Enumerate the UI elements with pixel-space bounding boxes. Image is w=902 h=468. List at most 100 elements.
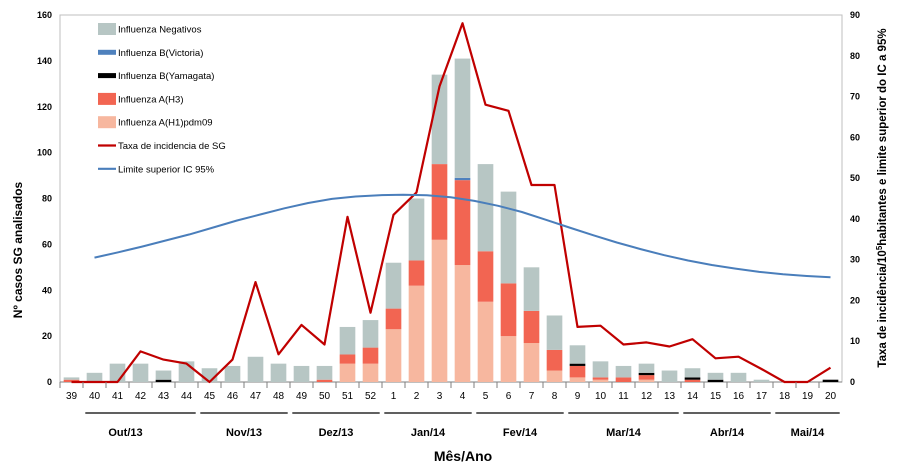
x-tick-label: 16 [733, 391, 745, 402]
bar-segment [753, 379, 770, 382]
month-label: Fev/14 [503, 427, 538, 439]
x-tick-label: 20 [825, 391, 837, 402]
x-tick-label: 7 [529, 391, 535, 402]
x-tick-label: 6 [506, 391, 512, 402]
bar-segment [132, 363, 149, 382]
x-tick-label: 43 [158, 391, 170, 402]
bar-segment [155, 370, 172, 380]
y-right-tick-label: 10 [850, 336, 860, 346]
bar-segment [477, 164, 494, 252]
x-tick-label: 44 [181, 391, 193, 402]
y-axis-right-title-part1: Taxa de incidência/10 [877, 250, 889, 367]
bar-segment [293, 365, 310, 382]
bar-segment [546, 349, 563, 371]
y-right-tick-label: 90 [850, 10, 860, 20]
bar-segment [638, 372, 655, 376]
bar-segment [523, 310, 540, 344]
bar-segment [615, 377, 632, 382]
months-layer: Out/13 Nov/13 Dez/13 Jan/14 Fev/14 Mar/14 Abr/… [85, 412, 840, 439]
bar-segment [546, 315, 563, 350]
y-right-tick-label: 50 [850, 173, 860, 183]
bar-segment [638, 379, 655, 382]
bar-segment [362, 347, 379, 364]
y-left-tick-label: 100 [37, 148, 52, 158]
bar-segment [224, 365, 241, 382]
x-tick-label: 14 [687, 391, 699, 402]
axes-layer [59, 14, 843, 383]
bar-segment [592, 379, 609, 382]
bar-segment [477, 301, 494, 382]
month-label: Mar/14 [606, 427, 642, 439]
lines-layer [71, 22, 832, 384]
y-left-tick-label: 120 [37, 102, 52, 112]
y-right-tick-label: 70 [850, 92, 860, 102]
bar-segment [63, 379, 80, 382]
ticks-layer: 0204060801001201401600102030405060708090… [37, 10, 860, 402]
bar-segment [569, 363, 586, 366]
bar-segment [385, 329, 402, 382]
bar-segment [316, 365, 333, 380]
bar-segment [385, 262, 402, 309]
y-axis-left-title: Nº casos SG analisados [11, 181, 25, 318]
legend-label: Taxa de incidencia de SG [118, 141, 226, 152]
legend-label: Influenza A(H1)pdm09 [118, 118, 213, 129]
bar-segment [63, 377, 80, 380]
legend-swatch [98, 92, 116, 105]
x-tick-label: 5 [483, 391, 489, 402]
legend: Influenza Negativos Influenza B(Victoria)… [98, 23, 226, 175]
y-left-tick-label: 0 [47, 377, 52, 387]
x-tick-label: 3 [437, 391, 443, 402]
y-right-tick-label: 60 [850, 132, 860, 142]
y-right-tick-label: 80 [850, 51, 860, 61]
x-tick-label: 1 [391, 391, 397, 402]
x-tick-label: 4 [460, 391, 466, 402]
bar-segment [500, 336, 517, 382]
legend-label: Influenza B(Yamagata) [118, 71, 214, 82]
bar-segment [638, 363, 655, 373]
bar-segment [546, 370, 563, 382]
bar-segment [109, 363, 126, 382]
bar-segment [247, 356, 264, 382]
x-tick-label: 47 [250, 391, 262, 402]
bar-segment [431, 74, 448, 165]
legend-label: Influenza Negativos [118, 25, 202, 36]
bar-segment [569, 377, 586, 382]
bar-segment [615, 365, 632, 378]
bar-segment [730, 372, 747, 382]
y-left-tick-label: 20 [42, 331, 52, 341]
bar-segment [822, 379, 839, 382]
bar-segment [523, 267, 540, 311]
y-left-tick-label: 80 [42, 194, 52, 204]
bar-segment [454, 180, 471, 266]
bar-segment [408, 285, 425, 382]
y-right-tick-label: 0 [850, 377, 855, 387]
legend-swatch [98, 73, 116, 79]
bar-segment [431, 164, 448, 240]
legend-label: Limite superior IC 95% [118, 164, 215, 175]
x-tick-label: 2 [414, 391, 420, 402]
month-label: Abr/14 [710, 427, 745, 439]
y-axis-right-title-exponent: 5 [875, 245, 884, 250]
y-axis-right-title: Taxa de incidência/105habitantes e limit… [875, 28, 890, 367]
bar-segment [477, 251, 494, 302]
bar-segment [454, 265, 471, 382]
bar-segment [431, 239, 448, 382]
legend-label: Influenza A(H3) [118, 94, 183, 105]
x-tick-label: 39 [66, 391, 78, 402]
bar-segment [408, 260, 425, 286]
y-left-tick-label: 140 [37, 56, 52, 66]
bar-segment [569, 345, 586, 364]
x-tick-label: 19 [802, 391, 814, 402]
legend-swatch [98, 49, 116, 55]
bar-segment [362, 363, 379, 382]
plot-area-border [59, 14, 843, 383]
legend-label: Influenza B(Victoria) [118, 48, 203, 59]
month-label: Dez/13 [319, 427, 354, 439]
y-axis-right-title-part2: habitantes e limite superior do IC a 95% [877, 28, 889, 245]
bar-segment [339, 363, 356, 382]
bar-segment [707, 379, 724, 382]
bar-segment [569, 365, 586, 378]
x-tick-label: 15 [710, 391, 722, 402]
x-tick-label: 10 [595, 391, 607, 402]
